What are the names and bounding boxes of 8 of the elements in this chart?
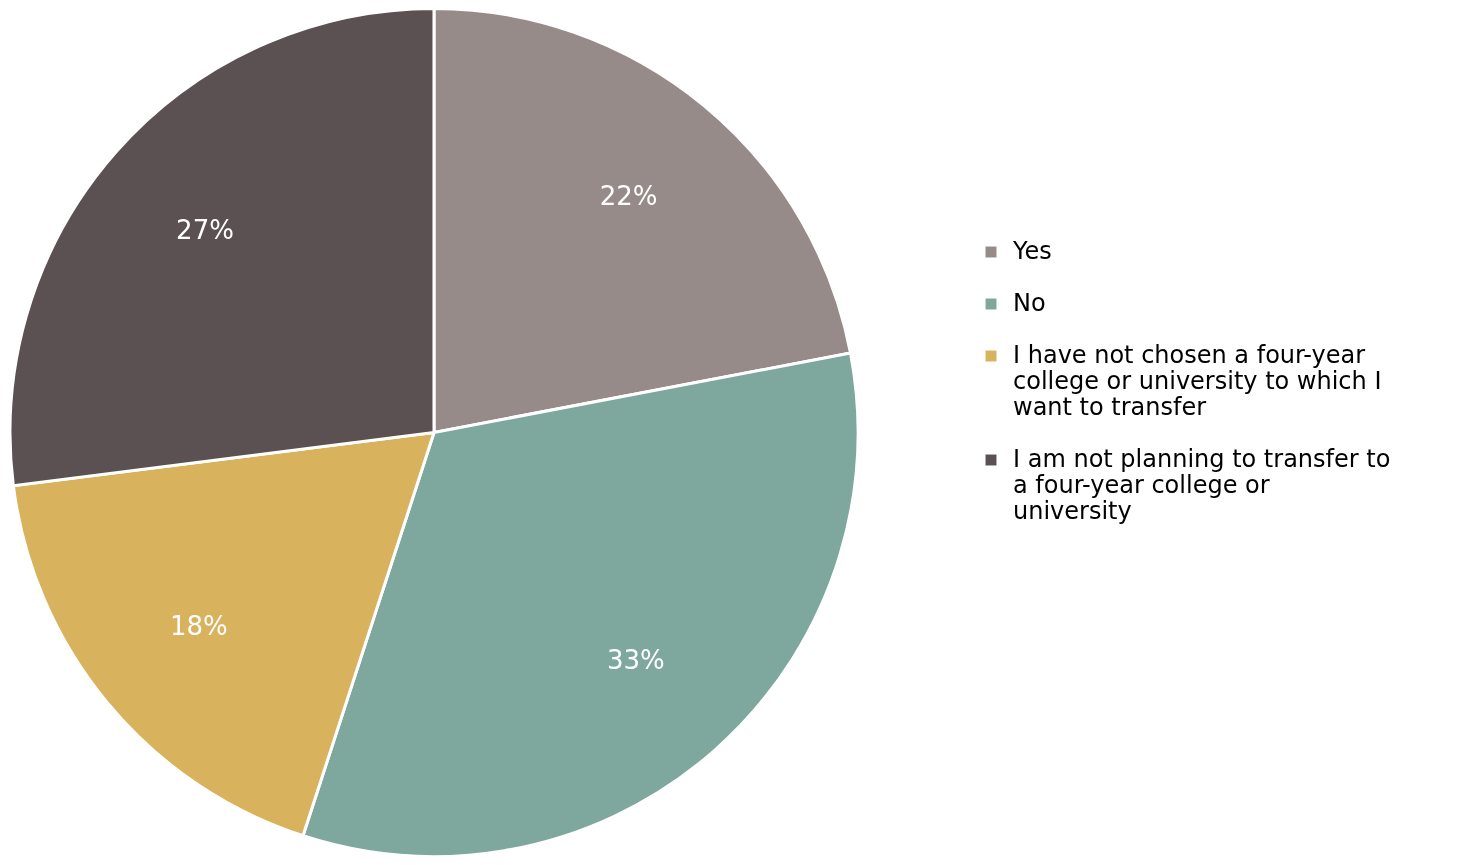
legend-label: I am not planning to transfer to a four-year college or university xyxy=(1013,445,1391,525)
legend-label: Yes xyxy=(1012,237,1052,265)
data-label: 27% xyxy=(176,214,234,245)
legend-label: No xyxy=(1013,289,1046,317)
data-label: 33% xyxy=(606,645,665,676)
data-label: 22% xyxy=(599,181,658,212)
legend-label: I have not chosen a four-year college or university to which I want to transfer xyxy=(1013,341,1382,421)
data-label: 18% xyxy=(169,611,228,642)
